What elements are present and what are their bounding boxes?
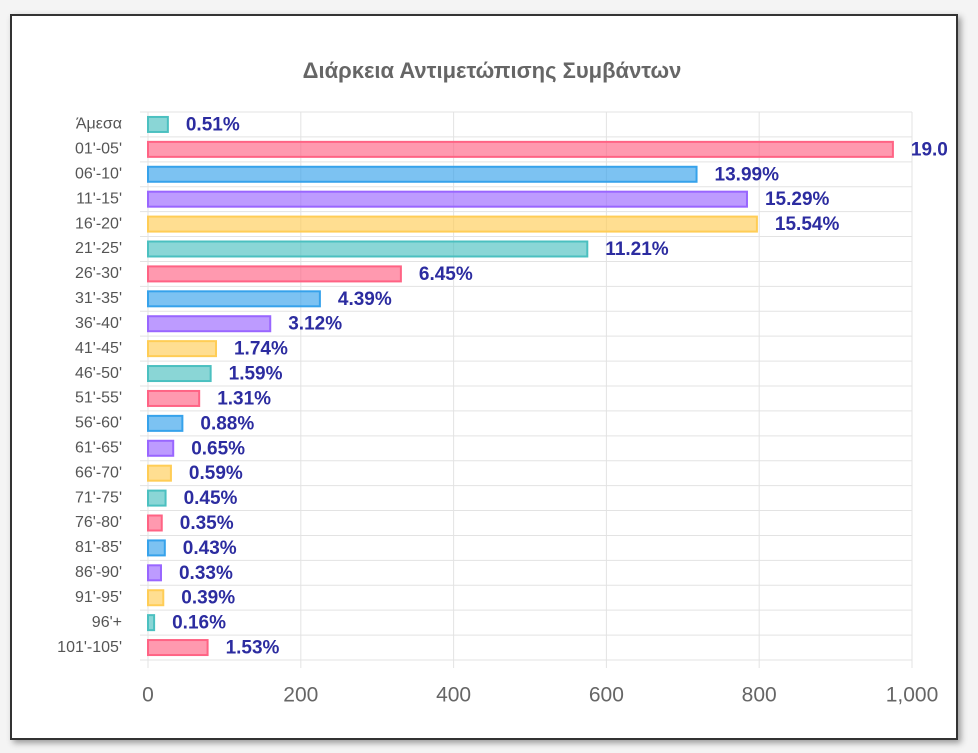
data-label: 0.43% <box>183 538 237 559</box>
data-label: 15.54% <box>775 214 840 235</box>
bar <box>147 564 162 582</box>
y-tick-label: Άμεσα <box>76 116 122 133</box>
bar <box>147 539 166 557</box>
y-tick-label: 41'-45' <box>75 340 122 357</box>
y-tick-label: 81'-85' <box>75 539 122 556</box>
bar <box>147 464 172 482</box>
data-label: 1.31% <box>217 388 271 409</box>
bar <box>147 240 589 258</box>
bar <box>147 389 201 407</box>
bar <box>147 639 209 657</box>
data-label: 0.16% <box>172 613 226 634</box>
bar <box>147 414 184 432</box>
data-label: 6.45% <box>419 264 473 285</box>
y-tick-label: 06'-10' <box>75 165 122 182</box>
x-tick-label: 800 <box>742 684 777 707</box>
x-tick-label: 400 <box>436 684 471 707</box>
bar <box>147 340 217 358</box>
data-label: 13.99% <box>715 164 780 185</box>
data-label: 3.12% <box>288 314 342 335</box>
data-label: 4.39% <box>338 289 392 310</box>
chart-frame: Διάρκεια Αντιμετώπισης Συμβάντων 0 200 400… <box>10 14 958 740</box>
bar <box>147 614 156 632</box>
bar <box>147 290 321 308</box>
chart: Διάρκεια Αντιμετώπισης Συμβάντων 0 200 400… <box>57 58 948 707</box>
y-tick-label: 91'-95' <box>75 589 122 606</box>
data-label: 0.65% <box>191 438 245 459</box>
data-label: 0.88% <box>200 413 254 434</box>
data-label: 1.74% <box>234 339 288 360</box>
data-label: 0.45% <box>184 488 238 509</box>
y-tick-label: 36'-40' <box>75 315 122 332</box>
bar <box>147 439 175 457</box>
y-tick-label: 76'-80' <box>75 514 122 531</box>
x-tick-label: 0 <box>142 684 154 707</box>
data-label: 0.51% <box>186 114 240 135</box>
data-label: 0.59% <box>189 463 243 484</box>
bar <box>147 165 698 183</box>
x-tick-label: 600 <box>589 684 624 707</box>
y-tick-label: 31'-35' <box>75 290 122 307</box>
data-label: 0.35% <box>180 513 234 534</box>
bar <box>147 514 163 532</box>
x-tick-label: 200 <box>283 684 318 707</box>
y-tick-label: 56'-60' <box>75 415 122 432</box>
y-tick-label: 101'-105' <box>57 639 122 656</box>
data-label: 1.53% <box>226 638 280 659</box>
data-label: 1.59% <box>229 364 283 385</box>
y-tick-label: 01'-05' <box>75 141 122 158</box>
bar <box>147 589 165 607</box>
data-label: 19.0 <box>911 139 948 160</box>
bar <box>147 115 169 133</box>
y-tick-label: 96'+ <box>92 614 122 631</box>
y-tick-label: 21'-25' <box>75 240 122 257</box>
chart-title: Διάρκεια Αντιμετώπισης Συμβάντων <box>303 58 682 83</box>
x-tick-label: 1,000 <box>886 684 939 707</box>
bar <box>147 265 402 283</box>
y-tick-label: 51'-55' <box>75 390 122 407</box>
y-tick-label: 16'-20' <box>75 215 122 232</box>
y-tick-label: 61'-65' <box>75 439 122 456</box>
bar <box>147 215 758 233</box>
bar <box>147 190 748 208</box>
data-label: 0.33% <box>179 563 233 584</box>
bar <box>147 489 167 507</box>
y-tick-label: 66'-70' <box>75 464 122 481</box>
y-tick-label: 26'-30' <box>75 265 122 282</box>
data-label: 11.21% <box>605 239 668 260</box>
bar <box>147 365 212 383</box>
y-tick-label: 86'-90' <box>75 564 122 581</box>
y-tick-label: 11'-15' <box>76 190 122 207</box>
data-label: 15.29% <box>765 189 830 210</box>
y-tick-label: 71'-75' <box>75 489 122 506</box>
y-tick-label: 46'-50' <box>75 365 122 382</box>
bar <box>147 315 272 333</box>
data-label: 0.39% <box>181 588 235 609</box>
bar <box>147 140 894 158</box>
